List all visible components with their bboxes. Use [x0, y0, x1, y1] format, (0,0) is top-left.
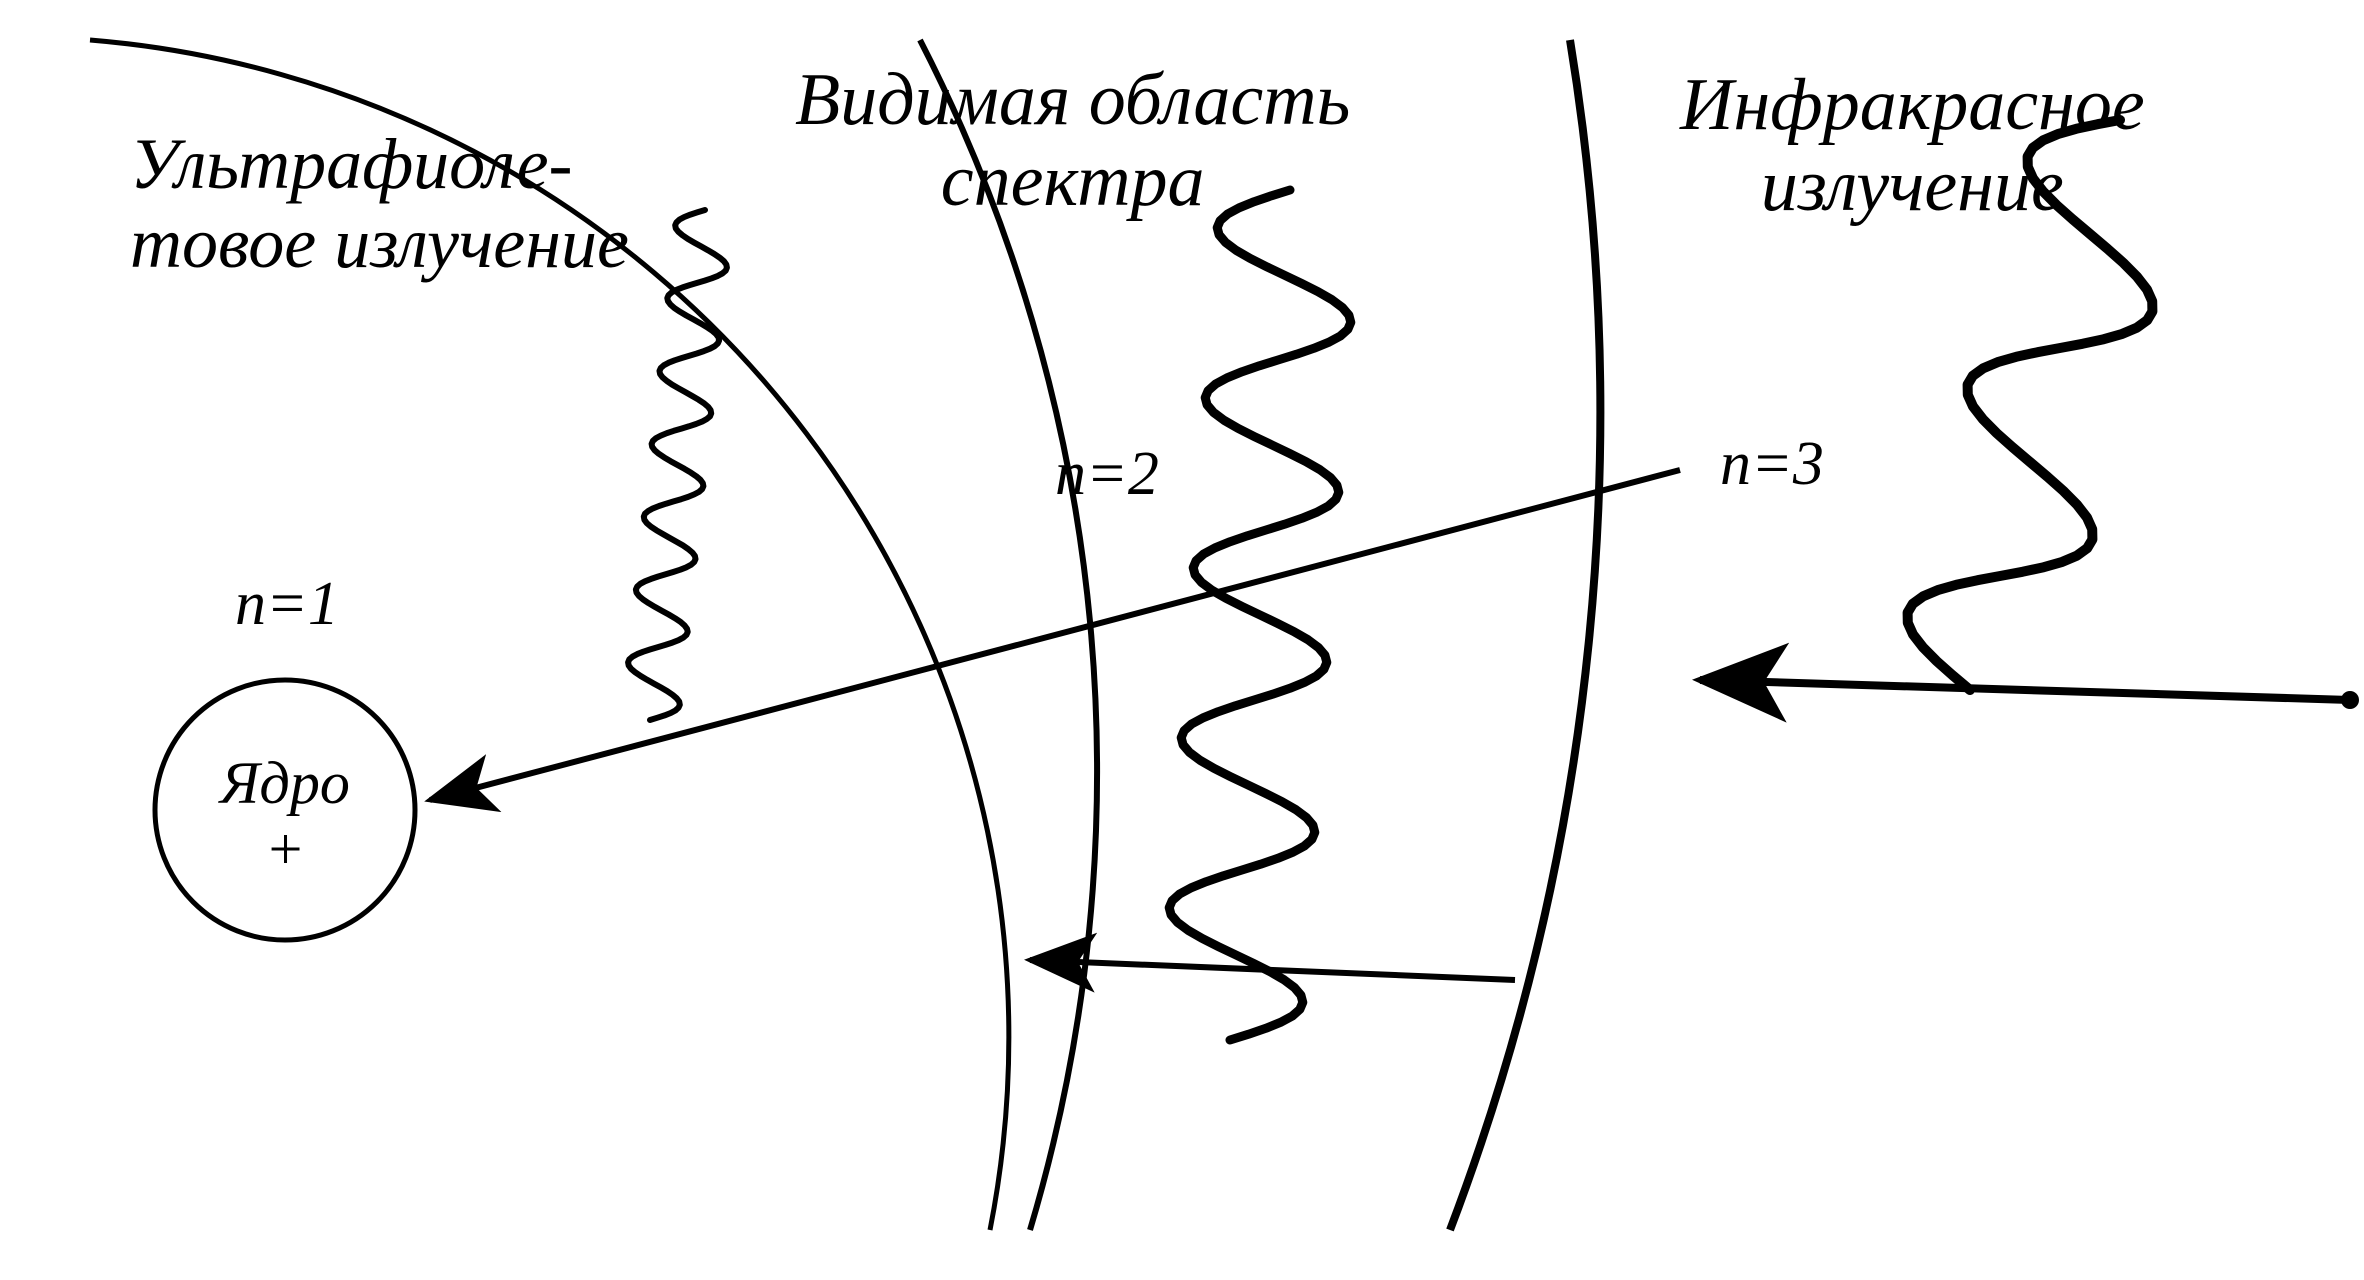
visible-label-line2: спектра	[795, 141, 1350, 222]
ir-label-line2: излучение	[1680, 146, 2145, 227]
visible-label-line1: Видимая область	[795, 60, 1350, 141]
orbit-label-n1: n=1	[235, 570, 339, 638]
orbit-label-n3: n=3	[1720, 430, 1824, 498]
visible-label: Видимая область спектра	[795, 60, 1350, 223]
nucleus-label-plus: +	[195, 816, 375, 882]
uv-label-line2: товое излучение	[130, 204, 629, 283]
nucleus-label-text: Ядро	[195, 750, 375, 816]
uv-label-line1: Ультрафиоле-	[130, 125, 629, 204]
nucleus-label: Ядро +	[195, 750, 375, 882]
uv-label: Ультрафиоле- товое излучение	[130, 125, 629, 283]
ir-label-line1: Инфракрасное	[1680, 65, 2145, 146]
ir-label: Инфракрасное излучение	[1680, 65, 2145, 228]
orbit-label-n2: n=2	[1055, 440, 1159, 508]
